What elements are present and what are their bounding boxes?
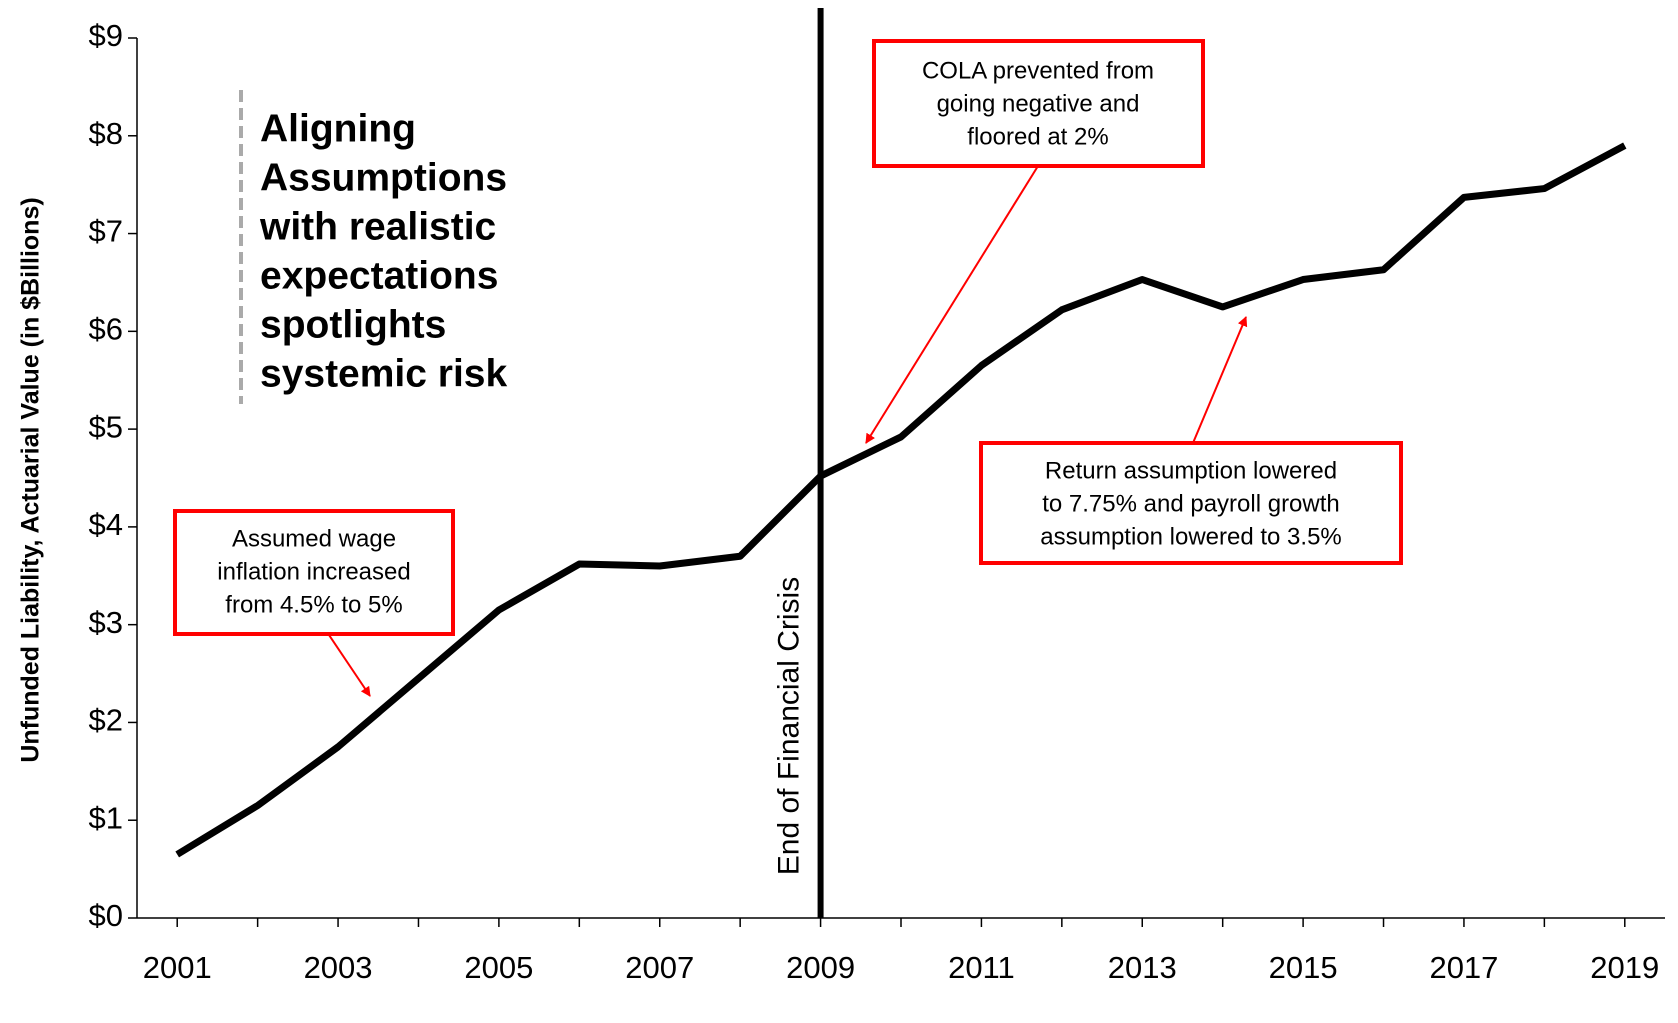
annotation-text: floored at 2%: [967, 123, 1108, 150]
x-tick-label: 2019: [1590, 950, 1659, 985]
x-tick-label: 2011: [948, 950, 1015, 985]
side-title-line: with realistic: [259, 205, 496, 248]
y-tick-label: $5: [89, 409, 123, 444]
arrow: [865, 165, 1039, 444]
y-axis-label: Unfunded Liability, Actuarial Value (in …: [17, 197, 45, 762]
annotation-text: Assumed wage: [232, 525, 396, 552]
side-title-line: Aligning: [260, 107, 416, 150]
y-tick-label: $1: [89, 800, 123, 835]
side-title-line: systemic risk: [260, 352, 507, 395]
x-tick-label: 2007: [625, 950, 694, 985]
y-tick-label: $6: [89, 312, 123, 347]
reference-label: End of Financial Crisis: [773, 577, 806, 875]
y-tick-label: $2: [89, 703, 123, 738]
data-line: [175, 142, 1627, 858]
x-tick-label: 2001: [143, 950, 212, 985]
side-title: Aligning Assumptions with realistic expecta…: [259, 107, 507, 395]
annotation-text: to 7.75% and payroll growth: [1042, 490, 1340, 517]
x-tick-label: 2015: [1269, 950, 1338, 985]
y-tick-label: $9: [89, 18, 123, 53]
y-tick-label: $8: [89, 116, 123, 151]
side-title-line: expectations: [260, 254, 498, 297]
annotation-text: going negative and: [937, 90, 1140, 117]
y-tick-label: $3: [89, 605, 123, 640]
annotation-box: [872, 39, 1205, 168]
annotation-text: inflation increased: [217, 558, 410, 585]
y-tick-label: $0: [89, 898, 123, 933]
annotation-text: assumption lowered to 3.5%: [1040, 523, 1342, 550]
annotation-text: from 4.5% to 5%: [225, 591, 402, 618]
side-title-line: spotlights: [260, 303, 446, 346]
x-tick-label: 2017: [1429, 950, 1498, 985]
annotation-box: [173, 509, 455, 636]
annotation-text: COLA prevented from: [922, 57, 1154, 84]
x-tick-label: 2005: [464, 950, 533, 985]
annotation-text: Return assumption lowered: [1045, 457, 1337, 484]
side-title-line: Assumptions: [260, 156, 507, 199]
arrow: [1192, 316, 1248, 444]
x-tick-label: 2013: [1108, 950, 1177, 985]
y-tick-label: $4: [89, 507, 123, 542]
y-tick-label: $7: [89, 214, 123, 249]
x-tick-label: 2009: [786, 950, 855, 985]
annotation-box: [979, 441, 1403, 565]
arrow: [326, 631, 371, 697]
x-tick-label: 2003: [304, 950, 373, 985]
